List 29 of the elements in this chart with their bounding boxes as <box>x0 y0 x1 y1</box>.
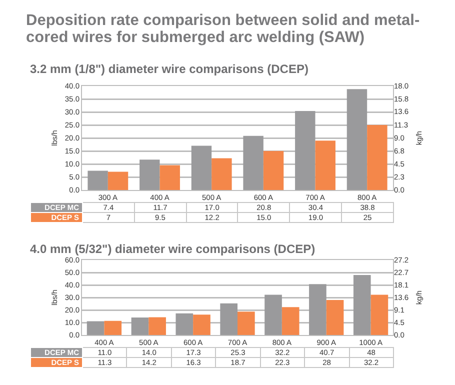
bar <box>88 170 108 190</box>
bar <box>370 294 388 335</box>
bar <box>346 89 368 190</box>
bar <box>140 160 160 190</box>
bar <box>243 136 264 190</box>
bar <box>148 317 166 335</box>
chart-subtitle: 3.2 mm (1/8") diameter wire comparisons (DCEP) <box>30 62 310 76</box>
bar <box>220 303 238 335</box>
bar <box>176 313 194 335</box>
bar <box>238 312 255 335</box>
bar <box>309 284 326 335</box>
chart-title: Deposition rate comparison between solid and metal-cored wires for submerged arc welding (SAW) <box>26 12 421 46</box>
bar <box>282 307 300 335</box>
bar <box>86 321 104 335</box>
bar <box>160 165 180 190</box>
bar <box>108 172 128 190</box>
chart-title: 4.0 mm (5/32") diameter wire comparisons (DCEP) <box>30 242 316 256</box>
bar <box>104 320 122 335</box>
bar <box>326 300 344 335</box>
bar <box>131 318 149 335</box>
bar <box>264 294 282 335</box>
bar <box>367 125 388 190</box>
bar <box>263 151 284 190</box>
bar <box>191 146 212 190</box>
bar <box>212 158 232 190</box>
bar <box>315 140 336 190</box>
bar <box>295 110 316 190</box>
bar <box>193 314 210 335</box>
bar <box>353 275 371 335</box>
